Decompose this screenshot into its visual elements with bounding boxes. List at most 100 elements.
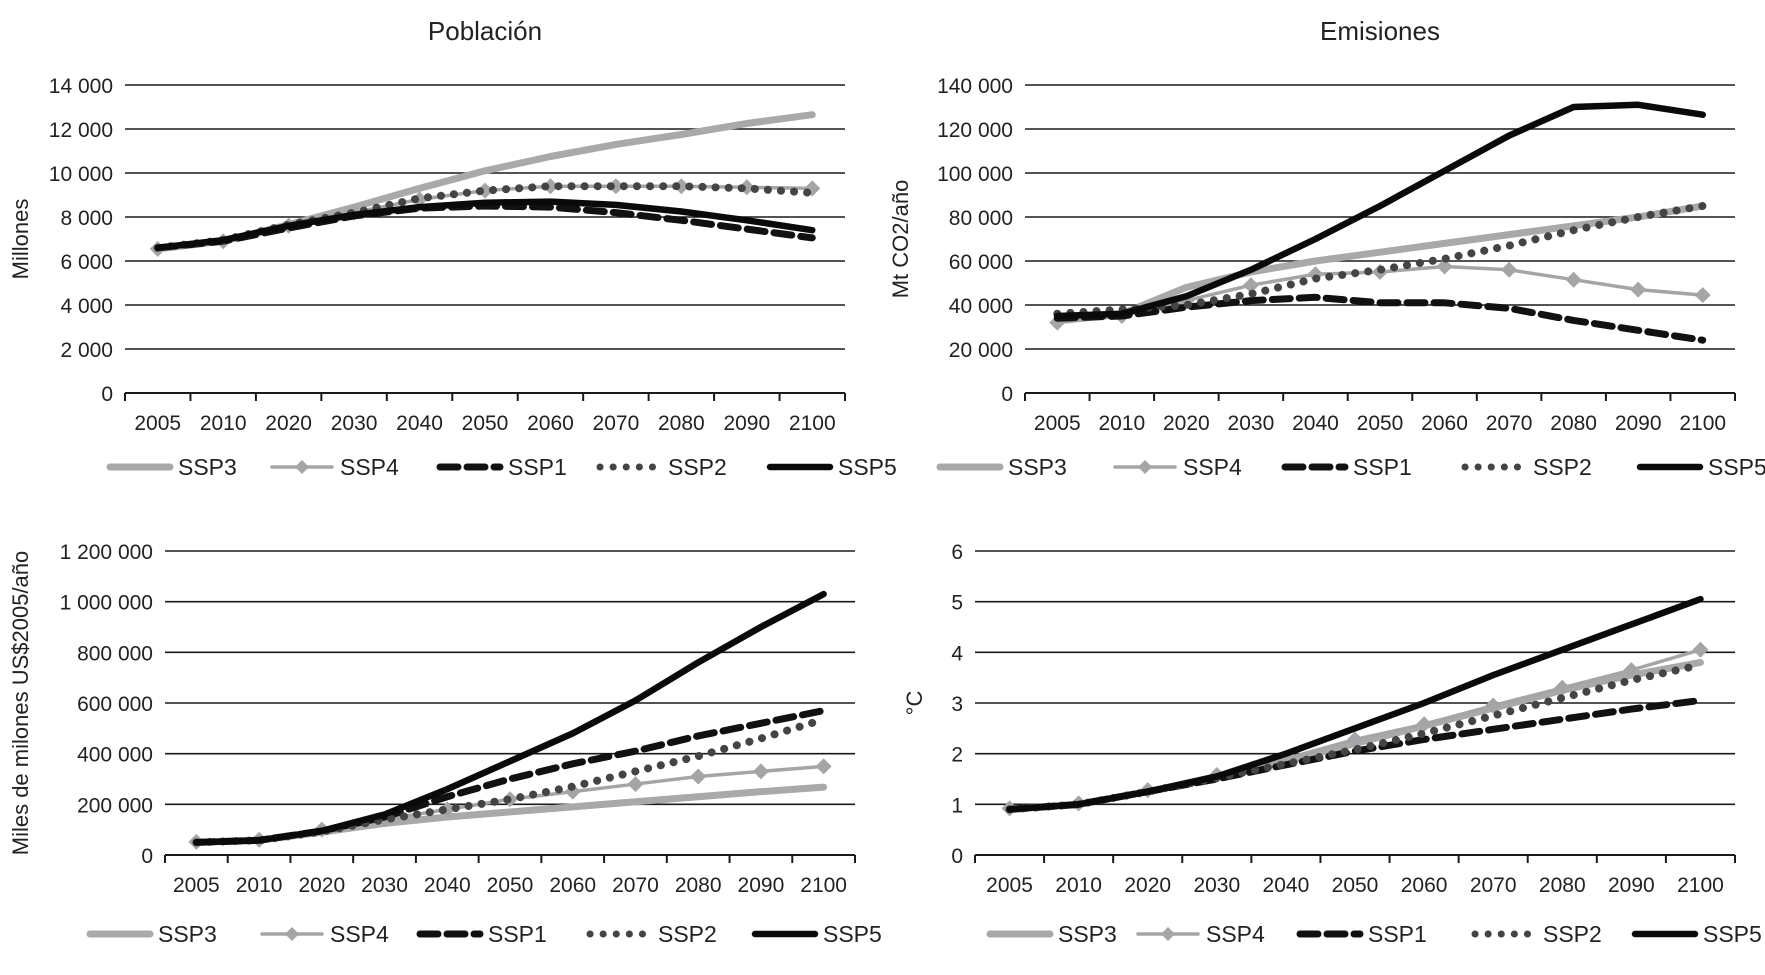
data-point-ssp4	[1565, 271, 1582, 288]
y-tick-label: 60 000	[949, 251, 1013, 274]
data-point-ssp4	[607, 178, 624, 195]
legend-label: SSP2	[668, 454, 727, 480]
x-tick-label: 2040	[1292, 412, 1339, 435]
legend-item-ssp5: SSP5	[1631, 921, 1762, 947]
series-line-ssp5	[193, 590, 827, 846]
legend-label: SSP1	[1368, 921, 1427, 947]
data-point-ssp4	[673, 178, 690, 195]
x-tick-label: 2030	[1193, 874, 1240, 897]
legend-label: SSP2	[1543, 921, 1602, 947]
x-tick-label: 2080	[675, 874, 722, 897]
legend-item-ssp5: SSP5	[751, 921, 882, 947]
legend-label: SSP5	[823, 921, 882, 947]
data-point-ssp4	[1630, 281, 1647, 298]
legend-label: SSP2	[658, 921, 717, 947]
legend-marker	[1138, 460, 1152, 474]
legend-label: SSP4	[330, 921, 389, 947]
legend-label: SSP5	[1708, 454, 1765, 480]
data-point-ssp4	[1623, 662, 1640, 679]
data-point-ssp4	[690, 768, 707, 785]
data-point-ssp4	[1485, 697, 1502, 714]
chart-poblacion-svg: Población Millones 0 2 000 4 000 6 000 8 000 10…	[8, 16, 897, 480]
x-tick-label: 2040	[424, 874, 471, 897]
y-tick-label: 6 000	[60, 251, 113, 274]
legend-label: SSP1	[488, 921, 547, 947]
data-point-ssp4	[1347, 731, 1363, 748]
x-tick-label: 2090	[1608, 874, 1655, 897]
chart-temperatura-svg: °C 0 1 2 3 4 5 6 2005 2010 2020 2030 2040 2050 2060 207…	[902, 541, 1762, 947]
legend-marker	[295, 460, 309, 474]
y-tick-label: 12 000	[49, 119, 113, 142]
series-line-ssp5	[1054, 101, 1706, 320]
x-tick-label: 2090	[738, 874, 785, 897]
y-axis-label: Millones	[8, 199, 33, 280]
data-point-ssp4	[752, 763, 769, 780]
x-tick-label: 2070	[1470, 874, 1517, 897]
legend-item-ssp2: SSP2	[586, 921, 717, 947]
x-tick-label: 2005	[134, 412, 181, 435]
x-tick-label: 2010	[1098, 412, 1145, 435]
y-tick-label: 200 000	[77, 794, 153, 817]
legend-label: SSP5	[1703, 921, 1762, 947]
legend-item-ssp2: SSP2	[1471, 921, 1602, 947]
data-point-ssp4	[1307, 266, 1324, 283]
series-line-ssp5	[1006, 595, 1704, 813]
legend-marker	[285, 927, 299, 941]
x-tick-label: 2100	[800, 874, 847, 897]
x-tick-label: 2040	[396, 412, 443, 435]
y-axis-label: Mt CO2/año	[888, 180, 913, 299]
x-tick-label: 2030	[361, 874, 408, 897]
data-point-ssp4	[815, 758, 832, 775]
x-tick-label: 2070	[612, 874, 659, 897]
y-tick-label: 14 000	[49, 75, 113, 98]
y-tick-label: 20 000	[949, 339, 1013, 362]
legend-item-ssp5: SSP5	[766, 454, 897, 480]
y-tick-label: 400 000	[77, 744, 153, 767]
x-tick-label: 2080	[658, 412, 705, 435]
series-line-ssp2	[1053, 202, 1707, 318]
x-tick-label: 2050	[487, 874, 534, 897]
y-tick-label: 0	[101, 383, 113, 406]
legend-label: SSP3	[158, 921, 217, 947]
y-tick-label: 4 000	[60, 295, 113, 318]
x-tick-label: 2010	[1055, 874, 1102, 897]
legend-label: SSP4	[1183, 454, 1242, 480]
y-tick-label: 4	[951, 642, 963, 665]
x-tick-label: 2100	[1677, 874, 1724, 897]
series-line-ssp1	[1053, 293, 1707, 344]
y-tick-label: 6	[951, 541, 963, 564]
y-tick-label: 140 000	[937, 75, 1013, 98]
y-tick-label: 5	[951, 592, 963, 615]
legend-label: SSP4	[340, 454, 399, 480]
x-tick-label: 2070	[1486, 412, 1533, 435]
x-tick-label: 2010	[236, 874, 283, 897]
x-tick-label: 2030	[331, 412, 378, 435]
chart-title: Población	[428, 16, 542, 46]
y-tick-label: 1 000 000	[60, 592, 153, 615]
chart-poblacion: Población Millones 0 2 000 4 000 6 000 8 000 10…	[0, 0, 897, 487]
legend-label: SSP3	[1008, 454, 1067, 480]
data-point-ssp4	[1436, 258, 1453, 275]
chart-temperatura: °C 0 1 2 3 4 5 6 2005 2010 2020 2030 2040 2050 2060 207…	[880, 520, 1765, 975]
data-point-ssp4	[1416, 716, 1433, 733]
x-tick-label: 2090	[1615, 412, 1662, 435]
y-tick-label: 0	[951, 845, 963, 868]
legend-label: SSP3	[1058, 921, 1117, 947]
y-tick-label: 0	[141, 845, 153, 868]
x-tick-label: 2050	[462, 412, 509, 435]
legend-marker	[1161, 927, 1175, 941]
data-point-ssp4	[1692, 641, 1709, 658]
legend-label: SSP2	[1533, 454, 1592, 480]
chart-emisiones: Emisiones Mt CO2/año 0 20 000 40 000 60 000 80…	[880, 0, 1765, 487]
x-tick-label: 2005	[986, 874, 1033, 897]
legend-item-ssp3: SSP3	[106, 454, 237, 480]
data-point-ssp4	[1694, 287, 1711, 304]
legend-item-ssp1: SSP1	[416, 921, 547, 947]
chart-title: Emisiones	[1320, 16, 1440, 46]
y-tick-label: 120 000	[937, 119, 1013, 142]
x-tick-label: 2100	[789, 412, 836, 435]
x-tick-label: 2060	[1421, 412, 1468, 435]
x-tick-label: 2050	[1357, 412, 1404, 435]
series-line-ssp5	[154, 198, 816, 252]
x-tick-label: 2090	[723, 412, 770, 435]
